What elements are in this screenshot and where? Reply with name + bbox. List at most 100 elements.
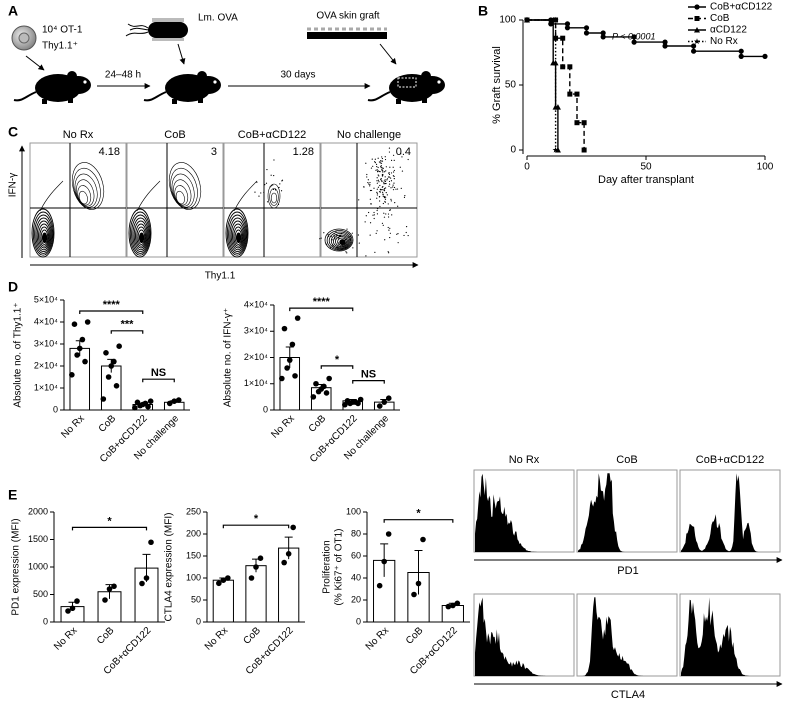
data-point bbox=[310, 394, 317, 400]
y-axis-label: IFN-γ bbox=[8, 173, 19, 197]
event-dot bbox=[393, 171, 395, 173]
bar bbox=[245, 565, 267, 623]
marker bbox=[662, 43, 668, 49]
event-dot bbox=[270, 174, 272, 176]
data-point bbox=[294, 315, 301, 321]
legend-label: CoB+αCD122 bbox=[710, 2, 773, 13]
data-point bbox=[290, 524, 296, 531]
marker bbox=[560, 64, 566, 70]
data-point bbox=[220, 577, 227, 583]
event-dot bbox=[378, 161, 381, 163]
event-dot bbox=[339, 235, 341, 237]
event-dot bbox=[384, 156, 386, 158]
event-dot bbox=[376, 194, 378, 196]
data-point bbox=[76, 345, 83, 352]
event-dot bbox=[380, 167, 382, 169]
event-dot bbox=[370, 189, 373, 192]
event-dot bbox=[351, 232, 353, 234]
event-dot bbox=[273, 159, 275, 161]
data-point bbox=[381, 399, 388, 405]
y-axis-label: Absolute no. of Thy1.1⁺ bbox=[13, 302, 24, 407]
x-tick-label: CoB bbox=[241, 625, 263, 647]
contour bbox=[234, 229, 243, 245]
event-dot bbox=[370, 167, 373, 169]
event-dot bbox=[365, 162, 367, 164]
event-dot bbox=[368, 183, 370, 185]
event-dot bbox=[376, 182, 378, 184]
flow-plot bbox=[319, 142, 418, 258]
contour bbox=[32, 211, 54, 256]
contour bbox=[229, 217, 246, 253]
quadrant-percent: 0.4 bbox=[396, 146, 411, 158]
marker bbox=[662, 39, 668, 45]
histogram-axis-label: CTLA4 bbox=[611, 689, 645, 701]
event-dot bbox=[369, 234, 371, 236]
event-dot bbox=[376, 165, 378, 168]
event-dot bbox=[346, 228, 348, 230]
data-point bbox=[385, 395, 392, 401]
event-dot bbox=[341, 239, 343, 241]
y-axis-label: PD1 expression (MFI) bbox=[11, 518, 22, 615]
event-dot bbox=[383, 212, 385, 214]
event-dot bbox=[349, 236, 351, 238]
event-dot bbox=[266, 168, 268, 171]
data-point bbox=[108, 363, 115, 369]
event-dot bbox=[336, 246, 338, 248]
event-dot bbox=[272, 188, 275, 191]
legend-label: αCD122 bbox=[710, 25, 747, 36]
event-dot bbox=[383, 187, 386, 190]
event-dot bbox=[333, 236, 336, 238]
event-dot bbox=[395, 188, 397, 190]
x-tick-label: No Rx bbox=[364, 625, 391, 652]
event-dot bbox=[380, 162, 383, 164]
significance-bracket bbox=[320, 365, 354, 369]
event-dot bbox=[374, 158, 376, 160]
event-dot bbox=[383, 216, 386, 218]
significance-label: * bbox=[335, 354, 340, 366]
event-dot bbox=[390, 172, 393, 174]
event-dot bbox=[260, 192, 262, 194]
event-dot bbox=[372, 214, 374, 216]
marker bbox=[554, 104, 561, 110]
panel-label: B bbox=[478, 3, 488, 19]
event-dot bbox=[384, 239, 386, 241]
event-dot bbox=[393, 169, 395, 172]
event-dot bbox=[385, 182, 387, 185]
event-dot bbox=[381, 157, 383, 160]
data-point bbox=[323, 390, 330, 396]
event-dot bbox=[379, 200, 381, 202]
y-tick-label: 40 bbox=[351, 572, 361, 582]
event-dot bbox=[396, 188, 399, 190]
event-dot bbox=[392, 184, 394, 186]
data-point bbox=[175, 397, 182, 403]
y-axis-label: Proliferation bbox=[322, 540, 333, 593]
y-tick-label: 150 bbox=[186, 550, 201, 560]
event-dot bbox=[369, 198, 371, 200]
data-point bbox=[148, 539, 154, 546]
event-dot bbox=[272, 184, 274, 186]
y-tick-label: 0 bbox=[356, 616, 361, 626]
event-dot bbox=[345, 238, 347, 240]
y-tick-label: 20 bbox=[351, 594, 361, 604]
event-dot bbox=[352, 247, 354, 249]
event-dot bbox=[401, 156, 403, 158]
event-dot bbox=[405, 226, 408, 228]
data-point bbox=[69, 372, 75, 378]
data-point bbox=[84, 319, 91, 325]
contour bbox=[138, 232, 145, 244]
data-point bbox=[326, 375, 332, 382]
event-dot bbox=[382, 224, 384, 226]
event-dot bbox=[399, 166, 401, 168]
event-dot bbox=[346, 247, 348, 249]
marker bbox=[564, 21, 571, 27]
event-dot bbox=[382, 191, 384, 193]
schematic: 10⁴ OT-1 Thy1.1⁺ 24–48 h Lm. OVA 30 days… bbox=[11, 11, 446, 105]
event-dot bbox=[377, 170, 379, 172]
event-dot bbox=[336, 237, 338, 239]
contour bbox=[41, 232, 48, 244]
event-dot bbox=[375, 169, 377, 171]
data-point bbox=[65, 608, 71, 614]
data-point bbox=[376, 403, 383, 409]
event-dot bbox=[366, 173, 368, 176]
data-point bbox=[69, 605, 76, 612]
